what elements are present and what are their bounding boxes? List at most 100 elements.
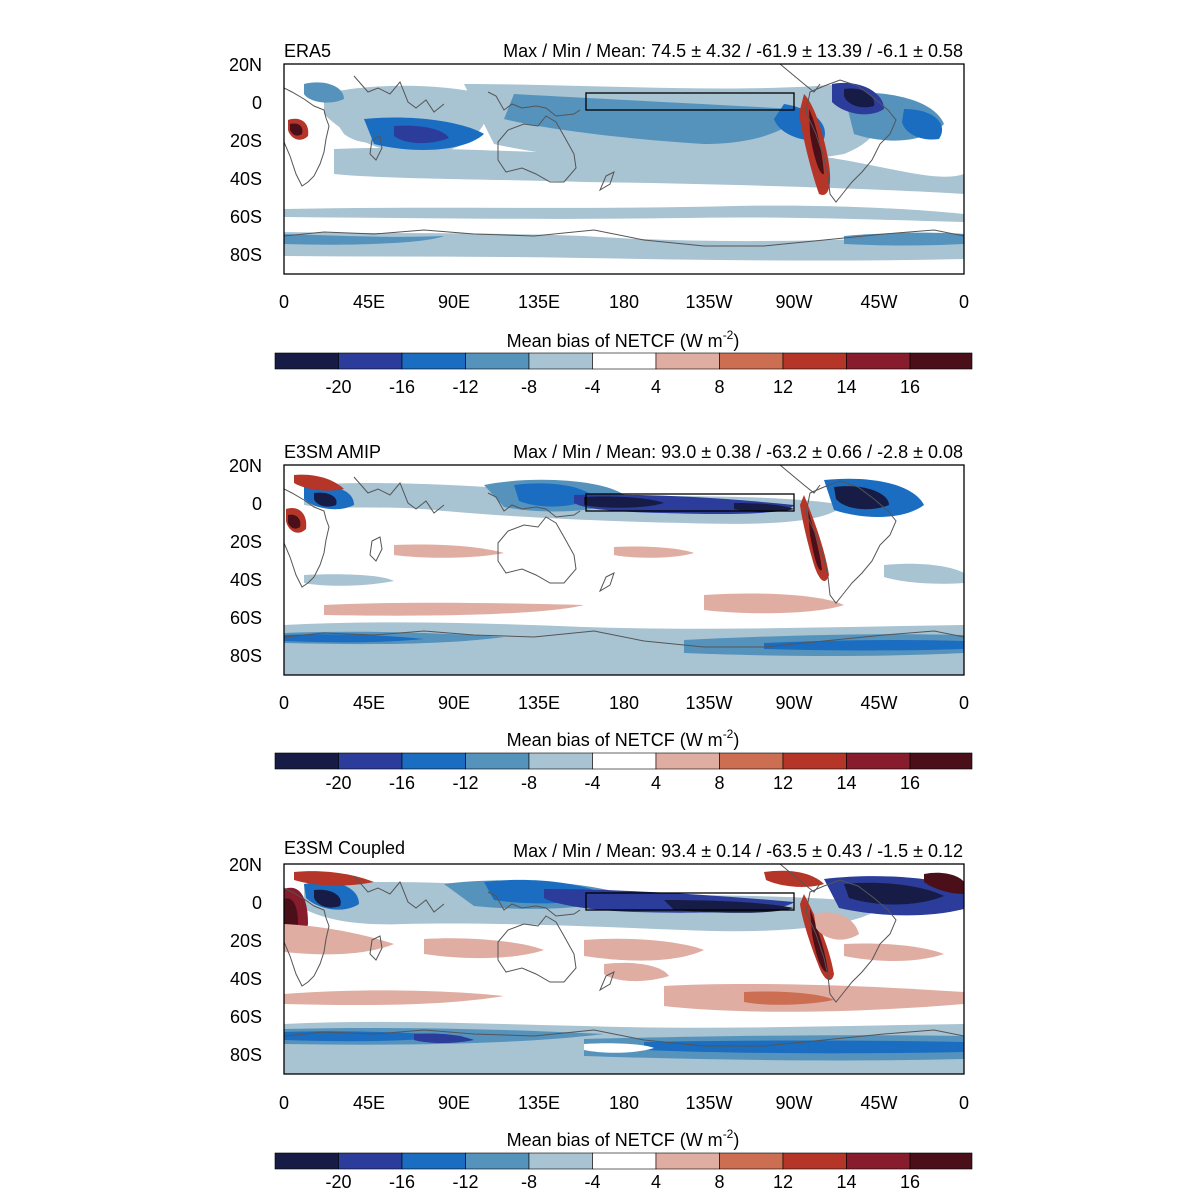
svg-text:16: 16: [900, 377, 920, 397]
nino-box-amip: [585, 493, 795, 512]
svg-text:90E: 90E: [438, 1093, 470, 1113]
svg-text:-12: -12: [452, 1172, 478, 1192]
svg-text:-12: -12: [452, 377, 478, 397]
colorbar-ticks-coupled: -20 -16 -12 -8 -4 4 8 12 14 16: [325, 1172, 920, 1192]
svg-text:16: 16: [900, 773, 920, 793]
bias-field-era5: [284, 64, 964, 274]
panel-coupled: E3SM Coupled Max / Min / Mean: 93.4 ± 0.…: [229, 838, 973, 1192]
svg-text:90W: 90W: [775, 693, 812, 713]
svg-text:20N: 20N: [229, 855, 262, 875]
panel-title-coupled: E3SM Coupled: [284, 838, 405, 858]
colorbar-era5: [274, 352, 973, 370]
svg-text:45W: 45W: [860, 1093, 897, 1113]
nino-box-coupled: [585, 892, 795, 911]
svg-text:45W: 45W: [860, 693, 897, 713]
svg-text:135W: 135W: [685, 1093, 732, 1113]
svg-text:16: 16: [900, 1172, 920, 1192]
map-frame-coupled: [283, 863, 965, 1075]
svg-text:-16: -16: [389, 377, 415, 397]
map-frame-era5: [283, 63, 965, 275]
svg-text:135W: 135W: [685, 693, 732, 713]
svg-text:80S: 80S: [230, 245, 262, 265]
svg-text:180: 180: [609, 292, 639, 312]
panel-title-era5: ERA5: [284, 41, 331, 61]
svg-text:-4: -4: [584, 773, 600, 793]
svg-text:8: 8: [714, 377, 724, 397]
lon-axis-era5: 0 45E 90E 135E 180 135W 90W 45W 0: [279, 292, 969, 312]
svg-text:-20: -20: [325, 773, 351, 793]
svg-text:45E: 45E: [353, 292, 385, 312]
svg-text:60S: 60S: [230, 608, 262, 628]
svg-text:-16: -16: [389, 1172, 415, 1192]
svg-text:0: 0: [959, 292, 969, 312]
svg-text:90W: 90W: [775, 1093, 812, 1113]
svg-text:-16: -16: [389, 773, 415, 793]
svg-text:8: 8: [714, 1172, 724, 1192]
svg-text:4: 4: [651, 1172, 661, 1192]
panel-title-amip: E3SM AMIP: [284, 442, 381, 462]
colorbar-amip: [274, 752, 973, 770]
stats-amip: Max / Min / Mean: 93.0 ± 0.38 / -63.2 ± …: [513, 442, 963, 462]
svg-text:12: 12: [773, 773, 793, 793]
svg-text:40S: 40S: [230, 169, 262, 189]
svg-text:14: 14: [836, 773, 856, 793]
svg-text:14: 14: [836, 1172, 856, 1192]
svg-text:60S: 60S: [230, 1007, 262, 1027]
panel-amip: E3SM AMIP Max / Min / Mean: 93.0 ± 0.38 …: [229, 442, 973, 793]
svg-text:14: 14: [836, 377, 856, 397]
svg-text:0: 0: [279, 292, 289, 312]
svg-text:0: 0: [279, 693, 289, 713]
svg-text:180: 180: [609, 1093, 639, 1113]
svg-text:8: 8: [714, 773, 724, 793]
colorbar-label-amip: Mean bias of NETCF (W m-2): [507, 727, 740, 750]
svg-text:-20: -20: [325, 1172, 351, 1192]
lat-axis-era5: 20N 0 20S 40S 60S 80S: [229, 55, 262, 265]
svg-text:60S: 60S: [230, 207, 262, 227]
nino-box-era5: [585, 92, 795, 111]
svg-text:80S: 80S: [230, 646, 262, 666]
svg-text:45W: 45W: [860, 292, 897, 312]
colorbar-coupled: [274, 1152, 973, 1170]
svg-text:-4: -4: [584, 1172, 600, 1192]
svg-text:20S: 20S: [230, 532, 262, 552]
svg-text:135E: 135E: [518, 1093, 560, 1113]
svg-text:-12: -12: [452, 773, 478, 793]
svg-text:0: 0: [252, 494, 262, 514]
svg-text:40S: 40S: [230, 969, 262, 989]
svg-text:-20: -20: [325, 377, 351, 397]
colorbar-ticks-era5: -20 -16 -12 -8 -4 4 8 12 14 16: [325, 377, 920, 397]
svg-text:12: 12: [773, 1172, 793, 1192]
svg-text:45E: 45E: [353, 693, 385, 713]
colorbar-label-coupled: Mean bias of NETCF (W m-2): [507, 1127, 740, 1150]
svg-text:20N: 20N: [229, 456, 262, 476]
svg-text:135W: 135W: [685, 292, 732, 312]
svg-text:-4: -4: [584, 377, 600, 397]
svg-text:45E: 45E: [353, 1093, 385, 1113]
svg-text:180: 180: [609, 693, 639, 713]
svg-text:135E: 135E: [518, 693, 560, 713]
lat-axis-coupled: 20N 0 20S 40S 60S 80S: [229, 855, 262, 1065]
svg-text:-8: -8: [521, 377, 537, 397]
svg-text:80S: 80S: [230, 1045, 262, 1065]
lat-axis-amip: 20N 0 20S 40S 60S 80S: [229, 456, 262, 666]
svg-text:40S: 40S: [230, 570, 262, 590]
svg-text:4: 4: [651, 377, 661, 397]
stats-coupled: Max / Min / Mean: 93.4 ± 0.14 / -63.5 ± …: [513, 841, 963, 861]
panel-era5: ERA5 Max / Min / Mean: 74.5 ± 4.32 / -61…: [229, 41, 973, 397]
svg-text:90E: 90E: [438, 693, 470, 713]
svg-text:90W: 90W: [775, 292, 812, 312]
svg-text:0: 0: [959, 693, 969, 713]
svg-text:20S: 20S: [230, 931, 262, 951]
svg-text:-8: -8: [521, 1172, 537, 1192]
bias-field-coupled: [284, 864, 964, 1074]
map-frame-amip: [283, 464, 965, 676]
bias-field-amip: [284, 465, 964, 675]
stats-era5: Max / Min / Mean: 74.5 ± 4.32 / -61.9 ± …: [503, 41, 963, 61]
colorbar-ticks-amip: -20 -16 -12 -8 -4 4 8 12 14 16: [325, 773, 920, 793]
colorbar-label-era5: Mean bias of NETCF (W m-2): [507, 328, 740, 351]
svg-text:0: 0: [279, 1093, 289, 1113]
svg-text:4: 4: [651, 773, 661, 793]
svg-text:0: 0: [252, 893, 262, 913]
svg-text:-8: -8: [521, 773, 537, 793]
